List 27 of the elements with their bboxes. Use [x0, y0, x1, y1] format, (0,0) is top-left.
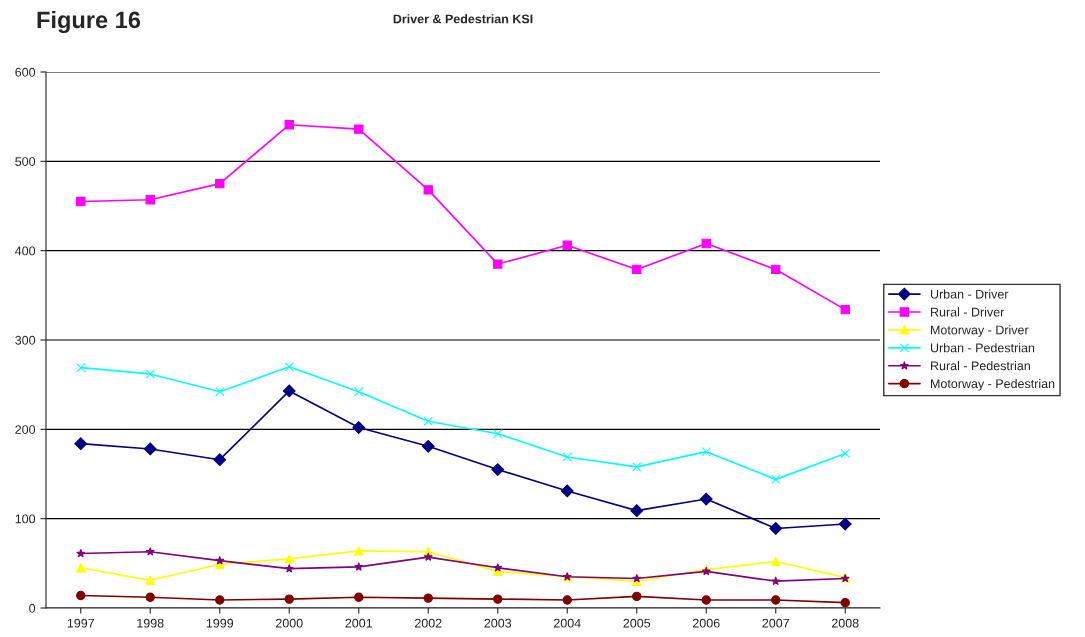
x-tick-label: 2000 [275, 618, 303, 628]
legend-label: Motorway - Driver [931, 325, 1029, 337]
y-tick-label: 200 [15, 425, 36, 434]
x-tick-label: 2004 [553, 618, 581, 628]
legend-label: Motorway - Pedestrian [931, 378, 1055, 391]
legend-label: Urban - Pedestrian [930, 343, 1035, 353]
y-tick-label: 400 [15, 246, 36, 256]
legend-label: Rural - Driver [931, 307, 1005, 317]
x-tick-label: 2008 [831, 618, 859, 628]
y-tick-label: 300 [15, 335, 36, 345]
x-tick-label: 2006 [692, 618, 720, 628]
chart-title: Driver & Pedestrian KSI [393, 14, 533, 24]
x-tick-label: 1999 [206, 618, 234, 628]
x-tick-label: 1997 [67, 618, 95, 628]
legend-label: Rural - Pedestrian [931, 361, 1030, 371]
x-tick-label: 2001 [345, 618, 373, 628]
y-tick-label: 500 [15, 157, 36, 166]
caption: Figure 16 [37, 10, 141, 34]
y-tick-label: 0 [29, 603, 36, 613]
x-tick-label: 2007 [762, 618, 790, 628]
y-tick-label: 100 [15, 514, 36, 524]
x-tick-label: 2002 [414, 618, 442, 628]
x-tick-label: 1998 [137, 618, 164, 628]
x-tick-label: 2003 [484, 618, 512, 628]
legend-label: Urban - Driver [930, 289, 1009, 299]
y-tick-label: 600 [15, 67, 36, 77]
x-tick-label: 2005 [623, 618, 651, 628]
